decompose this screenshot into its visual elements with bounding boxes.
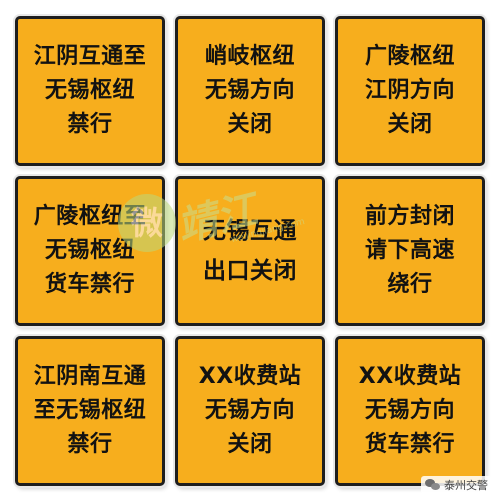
sign-7-line-3: 禁行	[67, 432, 113, 457]
sign-3-line-2: 江阴方向	[364, 78, 455, 103]
sign-3-line-3: 关闭	[387, 112, 433, 137]
wechat-icon	[425, 478, 441, 492]
sign-2-line-3: 关闭	[227, 112, 273, 137]
sign-8-line-3: 关闭	[227, 432, 273, 457]
sign-8-line-2: 无锡方向	[204, 398, 295, 423]
sign-1: 江阴互通至 无锡枢纽 禁行	[15, 16, 165, 166]
sign-7: 江阴南互通 至无锡枢纽 禁行	[15, 336, 165, 486]
sign-8: XX收费站 无锡方向 关闭	[175, 336, 325, 486]
sign-9-line-1: XX收费站	[358, 364, 462, 389]
account-badge: 泰州交警	[421, 476, 492, 494]
sign-3-line-1: 广陵枢纽	[364, 44, 455, 69]
sign-3: 广陵枢纽 江阴方向 关闭	[335, 16, 485, 166]
sign-9: XX收费站 无锡方向 货车禁行	[335, 336, 485, 486]
sign-9-line-3: 货车禁行	[364, 432, 455, 457]
sign-4: 广陵枢纽至 无锡枢纽 货车禁行	[15, 176, 165, 326]
sign-1-line-2: 无锡枢纽	[44, 78, 135, 103]
sign-1-line-1: 江阴互通至	[33, 44, 147, 69]
sign-5: 无锡互通 出口关闭	[175, 176, 325, 326]
sign-6-line-3: 绕行	[387, 272, 433, 297]
sign-6-line-2: 请下高速	[364, 238, 455, 263]
sign-6-line-1: 前方封闭	[364, 204, 455, 229]
sign-5-line-2: 出口关闭	[203, 258, 297, 284]
account-name: 泰州交警	[444, 479, 488, 492]
sign-4-line-1: 广陵枢纽至	[33, 204, 147, 229]
sign-4-line-3: 货车禁行	[44, 272, 135, 297]
sign-8-line-1: XX收费站	[198, 364, 302, 389]
sign-1-line-3: 禁行	[67, 112, 113, 137]
sign-2-line-2: 无锡方向	[204, 78, 295, 103]
sign-9-line-2: 无锡方向	[364, 398, 455, 423]
sign-7-line-1: 江阴南互通	[33, 364, 147, 389]
sign-7-line-2: 至无锡枢纽	[33, 398, 147, 423]
sign-2-line-1: 峭岐枢纽	[204, 44, 295, 69]
sign-6: 前方封闭 请下高速 绕行	[335, 176, 485, 326]
sign-4-line-2: 无锡枢纽	[44, 238, 135, 263]
sign-5-line-1: 无锡互通	[203, 218, 297, 244]
sign-2: 峭岐枢纽 无锡方向 关闭	[175, 16, 325, 166]
